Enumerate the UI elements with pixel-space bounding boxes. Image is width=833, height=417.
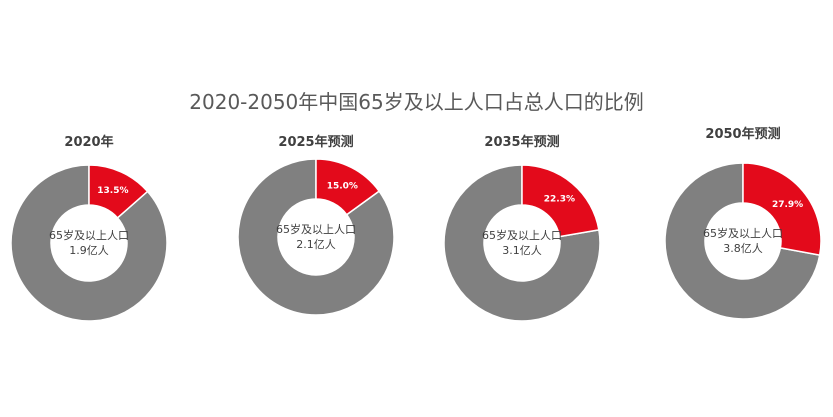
donut-slice-highlight-3 — [742, 162, 822, 257]
center-label-line1-0: 65岁及以上人口 — [49, 228, 129, 242]
donut-title-2050: 2050年预测 — [705, 127, 781, 142]
donut-slice-highlight-1 — [315, 158, 381, 216]
center-label-line1-1: 65岁及以上人口 — [276, 222, 356, 236]
slice-value-label-3: 27.9% — [772, 200, 803, 210]
center-label-line1-3: 65岁及以上人口 — [703, 226, 783, 240]
donut-slice-rest-0 — [10, 164, 168, 322]
center-label-line2-2: 3.1亿人 — [502, 244, 542, 257]
donut-slice-rest-1 — [237, 158, 395, 316]
center-label-line2-3: 3.8亿人 — [723, 242, 763, 255]
slice-value-label-2: 22.3% — [544, 195, 575, 205]
chart-title: 2020-2050年中国65岁及以上人口占总人口的比例 — [189, 90, 644, 114]
donut-title-2035: 2035年预测 — [484, 135, 560, 150]
center-label-line2-0: 1.9亿人 — [69, 244, 109, 257]
donut-slice-highlight-0 — [88, 164, 149, 219]
donut-slice-rest-2 — [443, 164, 601, 322]
slice-value-label-0: 13.5% — [97, 186, 128, 196]
donut-slice-highlight-2 — [521, 164, 600, 238]
donut-slice-rest-3 — [664, 162, 821, 320]
donut-title-2025: 2025年预测 — [278, 135, 354, 150]
donut-title-2020: 2020年 — [64, 135, 114, 150]
slice-value-label-1: 15.0% — [327, 181, 358, 191]
center-label-line1-2: 65岁及以上人口 — [482, 228, 562, 242]
center-label-line2-1: 2.1亿人 — [296, 238, 336, 251]
